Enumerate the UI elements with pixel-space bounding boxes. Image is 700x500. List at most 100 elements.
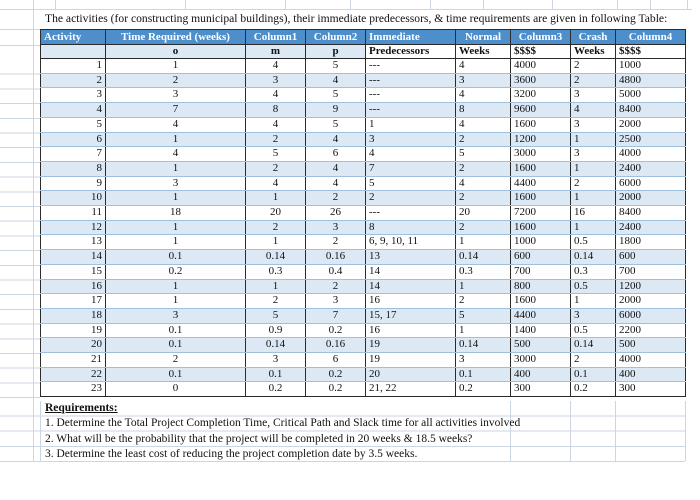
cell-o[interactable]: 1 (105, 234, 246, 251)
cell-normal_weeks[interactable]: 3 (455, 73, 511, 89)
cell-crash_weeks[interactable]: 0.5 (570, 323, 616, 339)
cell-p[interactable]: 4 (305, 73, 366, 89)
cell-m[interactable]: 4 (245, 58, 306, 74)
cell-crash_cost[interactable]: 8400 (615, 205, 686, 221)
cell-pred[interactable]: 8 (365, 220, 456, 236)
cell-o[interactable]: 0.2 (105, 264, 246, 280)
cell-crash_weeks[interactable]: 4 (570, 102, 616, 118)
cell-normal_weeks[interactable]: 1 (455, 234, 511, 251)
cell-normal_weeks[interactable]: 2 (455, 161, 511, 177)
cell-normal_cost[interactable]: 4000 (510, 58, 571, 74)
cell-activity[interactable]: 11 (40, 205, 106, 221)
header-immediate[interactable]: Immediate (365, 29, 456, 45)
cell-normal_cost[interactable]: 1200 (510, 132, 571, 148)
cell-crash_cost[interactable]: 2500 (615, 132, 686, 148)
cell-m[interactable]: 1 (245, 234, 306, 251)
cell-pred[interactable]: 16 (365, 293, 456, 309)
cell-m[interactable]: 1 (245, 190, 306, 207)
cell-pred[interactable]: 4 (365, 146, 456, 162)
cell-m[interactable]: 0.14 (245, 337, 306, 354)
cell-crash_weeks[interactable]: 2 (570, 352, 616, 368)
cell-pred[interactable]: --- (365, 73, 456, 89)
cell-p[interactable]: 0.2 (305, 367, 366, 383)
cell-pred[interactable]: 14 (365, 264, 456, 280)
cell-normal_weeks[interactable]: 5 (455, 308, 511, 324)
cell-m[interactable]: 0.3 (245, 264, 306, 280)
cell-m[interactable]: 0.2 (245, 381, 306, 397)
subheader-crash-weeks[interactable]: Weeks (570, 44, 616, 59)
cell-o[interactable]: 0 (105, 381, 246, 397)
cell-crash_cost[interactable]: 300 (615, 381, 686, 397)
cell-activity[interactable]: 2 (40, 73, 106, 89)
cell-p[interactable]: 5 (305, 58, 366, 74)
cell-crash_cost[interactable]: 2400 (615, 161, 686, 177)
cell-o[interactable]: 0.1 (105, 323, 246, 339)
cell-normal_cost[interactable]: 1600 (510, 190, 571, 207)
header-column2[interactable]: Column2 (305, 29, 366, 45)
cell-crash_cost[interactable]: 600 (615, 249, 686, 265)
cell-m[interactable]: 2 (245, 293, 306, 309)
cell-p[interactable]: 0.16 (305, 249, 366, 265)
cell-crash_cost[interactable]: 400 (615, 367, 686, 383)
cell-crash_cost[interactable]: 8400 (615, 102, 686, 118)
cell-normal_cost[interactable]: 4400 (510, 308, 571, 324)
cell-crash_cost[interactable]: 2000 (615, 293, 686, 309)
cell-p[interactable]: 4 (305, 132, 366, 148)
cell-o[interactable]: 0.1 (105, 249, 246, 265)
cell-crash_weeks[interactable]: 3 (570, 117, 616, 133)
cell-o[interactable]: 1 (105, 190, 246, 207)
cell-m[interactable]: 0.9 (245, 323, 306, 339)
cell-m[interactable]: 8 (245, 102, 306, 118)
cell-m[interactable]: 4 (245, 117, 306, 133)
cell-m[interactable]: 5 (245, 308, 306, 324)
cell-normal_cost[interactable]: 4400 (510, 176, 571, 192)
cell-normal_weeks[interactable]: 0.2 (455, 381, 511, 397)
cell-pred[interactable]: 21, 22 (365, 381, 456, 397)
cell-crash_cost[interactable]: 1000 (615, 58, 686, 74)
cell-pred[interactable]: 16 (365, 323, 456, 339)
cell-pred[interactable]: --- (365, 58, 456, 74)
cell-p[interactable]: 0.2 (305, 323, 366, 339)
cell-pred[interactable]: 19 (365, 352, 456, 368)
cell-crash_cost[interactable]: 2000 (615, 190, 686, 207)
cell-m[interactable]: 2 (245, 161, 306, 177)
cell-o[interactable]: 3 (105, 308, 246, 324)
cell-crash_weeks[interactable]: 0.3 (570, 264, 616, 280)
cell-activity[interactable]: 10 (40, 190, 106, 207)
cell-m[interactable]: 5 (245, 146, 306, 162)
cell-crash_cost[interactable]: 1800 (615, 234, 686, 251)
cell-crash_weeks[interactable]: 16 (570, 205, 616, 221)
cell-crash_cost[interactable]: 4800 (615, 73, 686, 89)
cell-activity[interactable]: 18 (40, 308, 106, 324)
cell-normal_cost[interactable]: 1600 (510, 220, 571, 236)
cell-activity[interactable]: 14 (40, 249, 106, 265)
cell-p[interactable]: 3 (305, 220, 366, 236)
cell-normal_weeks[interactable]: 20 (455, 205, 511, 221)
cell-normal_cost[interactable]: 3000 (510, 146, 571, 162)
cell-m[interactable]: 1 (245, 279, 306, 295)
cell-o[interactable]: 3 (105, 176, 246, 192)
cell-o[interactable]: 2 (105, 73, 246, 89)
cell-pred[interactable]: 1 (365, 117, 456, 133)
cell-crash_cost[interactable]: 4000 (615, 352, 686, 368)
cell-crash_cost[interactable]: 1200 (615, 279, 686, 295)
cell-normal_cost[interactable]: 800 (510, 279, 571, 295)
cell-p[interactable]: 4 (305, 161, 366, 177)
cell-normal_weeks[interactable]: 8 (455, 102, 511, 118)
cell-normal_weeks[interactable]: 1 (455, 279, 511, 295)
cell-normal_weeks[interactable]: 0.3 (455, 264, 511, 280)
cell-o[interactable]: 18 (105, 205, 246, 221)
cell-pred[interactable]: 20 (365, 367, 456, 383)
cell-activity[interactable]: 6 (40, 132, 106, 148)
cell-o[interactable]: 4 (105, 117, 246, 133)
cell-crash_cost[interactable]: 500 (615, 337, 686, 354)
cell-crash_cost[interactable]: 700 (615, 264, 686, 280)
cell-activity[interactable]: 21 (40, 352, 106, 368)
cell-activity[interactable]: 4 (40, 102, 106, 118)
cell-crash_cost[interactable]: 2400 (615, 220, 686, 236)
cell-normal_weeks[interactable]: 2 (455, 293, 511, 309)
header-column3[interactable]: Column3 (510, 29, 571, 45)
cell-activity[interactable]: 15 (40, 264, 106, 280)
cell-normal_weeks[interactable]: 2 (455, 190, 511, 207)
cell-activity[interactable]: 1 (40, 58, 106, 74)
